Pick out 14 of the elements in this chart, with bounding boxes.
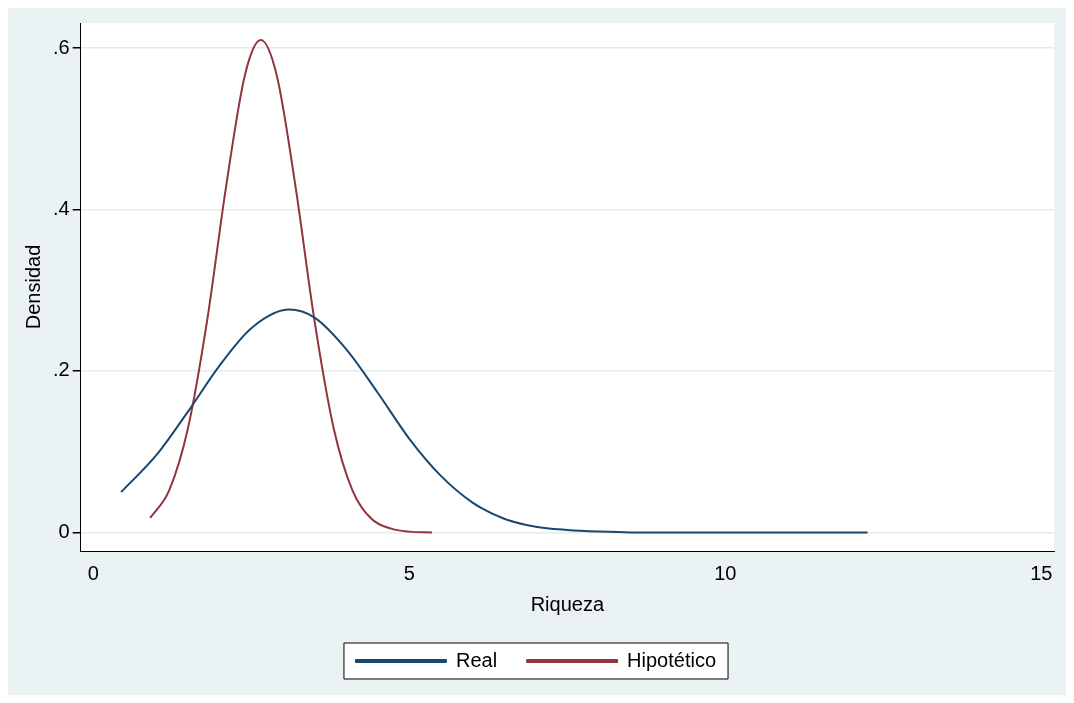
x-tick-label: 10 bbox=[714, 561, 737, 584]
x-tick-label: 15 bbox=[1030, 561, 1053, 584]
x-axis-title: Riqueza bbox=[530, 592, 605, 615]
x-tick-label: 5 bbox=[403, 561, 415, 584]
line-series bbox=[149, 38, 434, 534]
y-tick-label: .2 bbox=[52, 358, 70, 381]
legend-label: Real bbox=[455, 648, 498, 671]
y-tick-label: .6 bbox=[52, 35, 70, 58]
y-tick-label: 0 bbox=[58, 519, 70, 542]
y-tick-label: .4 bbox=[52, 197, 70, 220]
line-series bbox=[120, 308, 869, 534]
y-axis-title: Densidad bbox=[21, 244, 44, 330]
legend-label: Hipotético bbox=[627, 648, 717, 671]
x-tick-label: 0 bbox=[87, 561, 99, 584]
